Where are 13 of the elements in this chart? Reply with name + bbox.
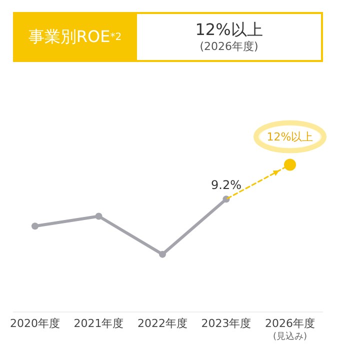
x-tick-label: 2023年度 [201,317,252,330]
data-label: 9.2% [211,178,242,192]
x-tick-label: 2021年度 [74,317,124,330]
x-tick-label: 2020年度 [10,317,60,330]
text: (2026年度) [200,40,258,54]
x-tick-label: 2022年度 [138,317,188,330]
point [159,250,166,258]
x-tick-label: 2026年度 (見込み) [265,317,315,342]
point [32,222,38,230]
text: 12%以上 [195,20,263,40]
data-label: 12%以上 [266,130,314,144]
point [284,158,296,171]
point [95,212,102,220]
